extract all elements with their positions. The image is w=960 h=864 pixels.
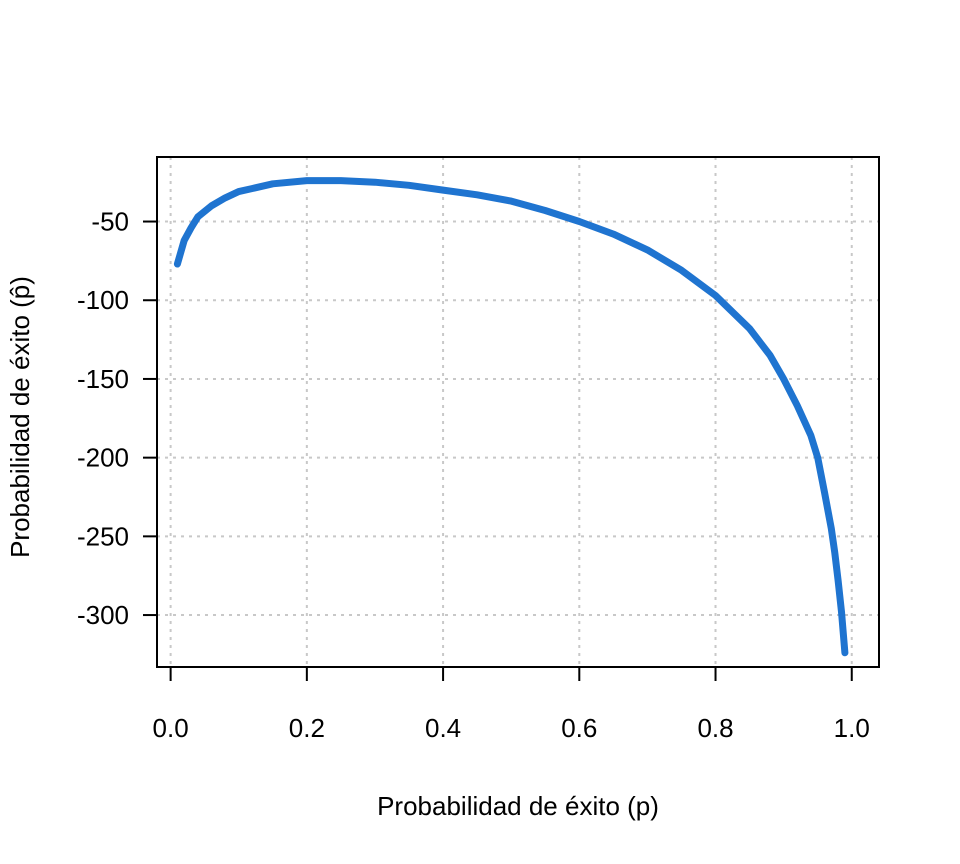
series-line (173, 177, 849, 657)
y-tick-label: -100 (77, 285, 129, 315)
y-tick-label: -150 (77, 364, 129, 394)
y-axis-title: Probabilidad de éxito (p̂) (5, 276, 35, 558)
plot-frame (156, 156, 880, 668)
x-axis-title: Probabilidad de éxito (p) (377, 791, 659, 821)
y-tick-label: -250 (77, 521, 129, 551)
y-tick-label: -50 (91, 207, 129, 237)
x-tick-label: 0.4 (425, 713, 461, 743)
x-tick-label: 1.0 (834, 713, 870, 743)
gridlines (157, 157, 879, 667)
y-tick-label: -200 (77, 443, 129, 473)
x-tick-label: 0.6 (561, 713, 597, 743)
x-tick-label: 0.8 (697, 713, 733, 743)
x-tick-label: 0.2 (289, 713, 325, 743)
x-tick-label: 0.0 (153, 713, 189, 743)
axis-ticks: 0.0 0.2 0.4 0.6 0.8 1.0 -50 -100 -150 -200 -250 -30… (77, 207, 870, 743)
y-tick-label: -300 (77, 600, 129, 630)
series-layer (173, 177, 849, 657)
